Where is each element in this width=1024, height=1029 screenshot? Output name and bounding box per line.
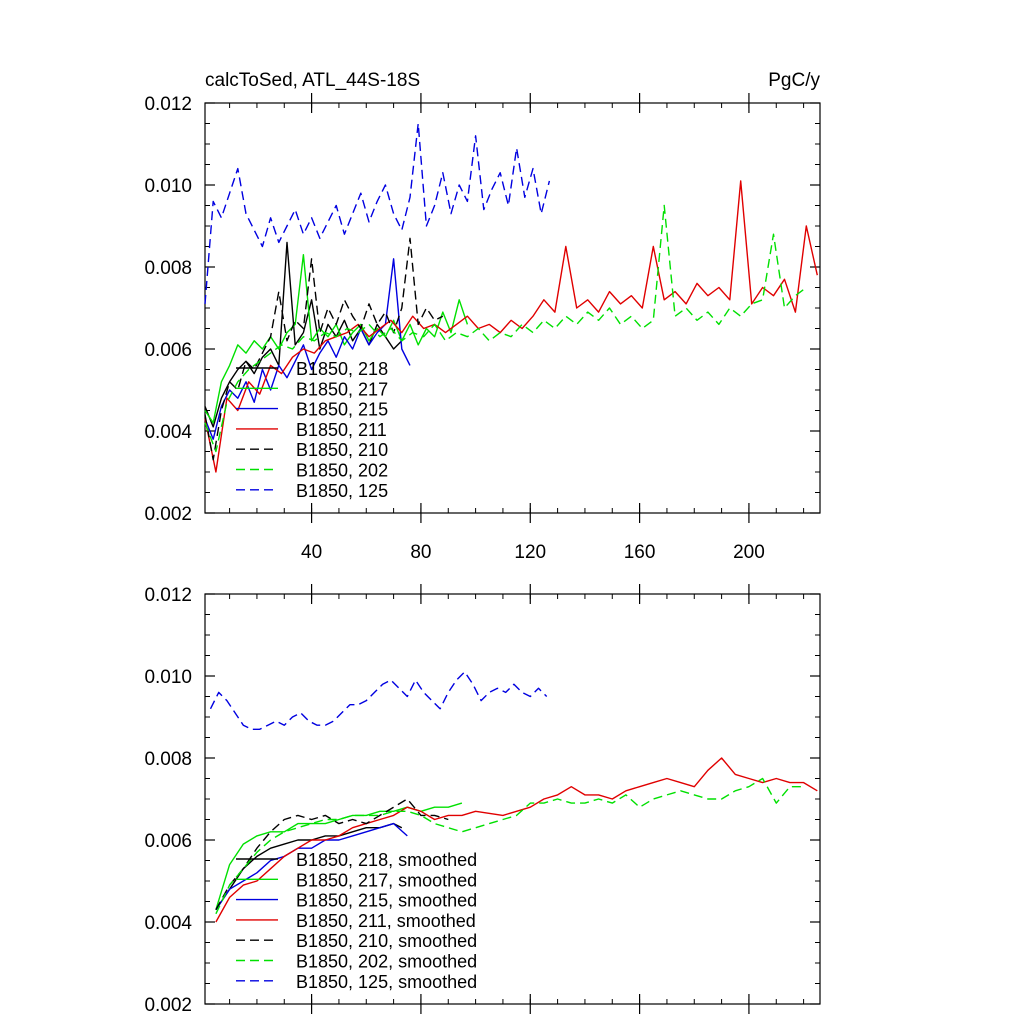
panel2-series-line-7 — [209, 671, 548, 730]
panel1-legend-label-6: B1850, 202 — [296, 461, 388, 481]
panel2-legend-label-3: B1850, 215, smoothed — [296, 891, 477, 911]
panel2-y-tick-label: 0.008 — [144, 749, 192, 770]
panel1-y-tick-label: 0.006 — [144, 340, 192, 361]
panel1-series-line-7 — [204, 122, 551, 304]
chart-title: calcToSed, ATL_44S-18S — [205, 70, 420, 91]
panel1-legend-label-7: B1850, 125 — [296, 481, 388, 501]
panel2-series-line-6 — [215, 777, 804, 915]
panel1-x-tick-label: 200 — [733, 542, 765, 563]
panel2-y-tick-label: 0.006 — [144, 831, 192, 852]
panel1-series-line-6 — [204, 204, 807, 453]
panel1-x-tick-label: 160 — [624, 542, 656, 563]
panel1-legend-label-3: B1850, 215 — [296, 400, 388, 420]
panel2-y-tick-label: 0.012 — [144, 585, 192, 606]
panel1-legend-label-5: B1850, 210 — [296, 440, 388, 460]
panel1-x-tick-label: 40 — [301, 542, 322, 563]
panel2-y-tick-label: 0.002 — [144, 995, 192, 1016]
panel2-legend-label-6: B1850, 202, smoothed — [296, 952, 477, 972]
panel1-x-tick-label: 80 — [410, 542, 431, 563]
panel1-y-tick-label: 0.002 — [144, 504, 192, 525]
panel2-y-tick-label: 0.004 — [144, 913, 192, 934]
panel1-series-line-4 — [204, 180, 818, 473]
panel2-series-line-4 — [215, 757, 818, 923]
panel1-legend-label-1: B1850, 218 — [296, 359, 388, 379]
panel2-legend-label-4: B1850, 211, smoothed — [296, 911, 476, 931]
panel1-y-tick-label: 0.008 — [144, 258, 192, 279]
panel1-legend-label-4: B1850, 211 — [296, 420, 387, 440]
panel1-legend-label-2: B1850, 217 — [296, 379, 388, 399]
panel1-series-line-3 — [204, 258, 411, 440]
panel2-legend-label-1: B1850, 218, smoothed — [296, 850, 477, 870]
panel1-y-tick-label: 0.010 — [144, 176, 192, 197]
panel1-x-tick-label: 120 — [514, 542, 546, 563]
panel2-y-tick-label: 0.010 — [144, 667, 192, 688]
panel2-legend-label-5: B1850, 210, smoothed — [296, 931, 477, 951]
units-label: PgC/y — [768, 70, 820, 91]
panel1-series-line-5 — [204, 237, 444, 461]
panel1-y-tick-label: 0.004 — [144, 422, 192, 443]
panel1-y-tick-label: 0.012 — [144, 94, 192, 115]
panel2-legend-label-2: B1850, 217, smoothed — [296, 870, 477, 890]
panel2-legend-label-7: B1850, 125, smoothed — [296, 972, 477, 992]
panel2-series-line-3 — [215, 822, 408, 911]
panel2-series-line-5 — [215, 798, 449, 911]
